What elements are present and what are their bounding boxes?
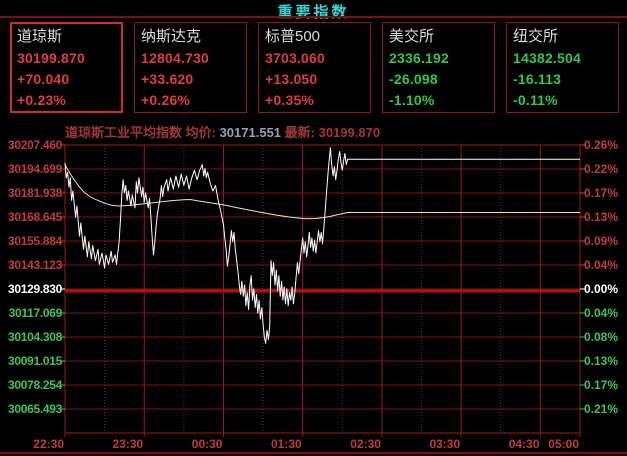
index-name: 纽交所 [513, 28, 559, 45]
index-name: 纳斯达克 [141, 28, 202, 45]
y-axis-left-label: 30207.460 [7, 138, 62, 152]
index-value: 2336.192 [389, 50, 449, 66]
y-axis-left-label: 30181.938 [7, 186, 62, 200]
x-axis-label: 04:30 [508, 437, 540, 451]
index-card-4[interactable]: 美交所 2336.192 -26.098 -1.10% [382, 22, 495, 113]
index-strip: 道琼斯 30199.870 +70.040 +0.23% 纳斯达克 12804.730 +3… [10, 22, 619, 113]
header-divider [0, 16, 627, 18]
y-axis-left-label: 30065.493 [7, 402, 62, 416]
page-title: 重要指数 [277, 4, 350, 21]
y-axis-right-label: 0.04% [584, 306, 619, 320]
chart-info-line: 道琼斯工业平均指数 均价: 30171.551 最新: 30199.870 [65, 122, 380, 141]
index-card-3[interactable]: 标普500 3703.060 +13.050 +0.35% [258, 22, 371, 113]
x-axis-label: 05:00 [548, 437, 579, 451]
y-axis-right-label: 0.13% [584, 210, 619, 224]
y-axis-left-label: 30091.015 [7, 354, 62, 368]
avg-price-value: 30171.551 [219, 125, 282, 140]
average-line [64, 164, 580, 220]
index-change: +70.040 [17, 71, 70, 87]
index-value: 30199.870 [17, 50, 85, 66]
avg-price-label: 均价: [182, 125, 220, 140]
x-axis-label: 03:30 [429, 437, 461, 451]
intraday-chart[interactable] [60, 144, 585, 437]
index-name: 美交所 [389, 28, 435, 45]
index-value: 14382.504 [513, 50, 581, 66]
y-axis-left-label: 30078.254 [7, 378, 62, 392]
x-axis-label: 22:30 [33, 437, 64, 451]
bottom-divider [0, 452, 627, 454]
y-axis-right-label: 0.17% [584, 378, 619, 392]
index-card-5[interactable]: 纽交所 14382.504 -16.113 -0.11% [506, 22, 619, 113]
y-axis-left-label: 30194.699 [7, 162, 62, 176]
y-axis-left-label: 30168.645 [7, 210, 62, 224]
price-line [64, 147, 580, 344]
y-axis-right-label: 0.09% [584, 234, 619, 248]
last-price-label: 最新: [281, 125, 319, 140]
y-axis-right-label: 0.13% [584, 354, 619, 368]
x-axis-label: 23:30 [112, 437, 144, 451]
index-name: 道琼斯 [17, 28, 63, 45]
y-axis-right-label: 0.22% [584, 162, 619, 176]
y-axis-right-label: 0.17% [584, 186, 619, 200]
y-axis-left-label: 30143.123 [7, 258, 62, 272]
y-axis-left-label: 30129.830 [7, 282, 62, 296]
index-change: -26.098 [389, 71, 438, 87]
y-axis-right-label: 0.21% [584, 402, 619, 416]
index-change: +13.050 [265, 71, 318, 87]
y-axis-left-label: 30104.308 [7, 330, 62, 344]
index-change-pct: +0.23% [17, 92, 67, 108]
last-price-value: 30199.870 [318, 125, 381, 140]
index-value: 3703.060 [265, 50, 325, 66]
y-axis-right-label: 0.04% [584, 258, 619, 272]
index-card-1[interactable]: 道琼斯 30199.870 +70.040 +0.23% [10, 22, 123, 113]
y-axis-left-label: 30155.884 [7, 234, 62, 248]
y-axis-right-label: 0.00% [584, 282, 619, 296]
x-axis-label: 01:30 [271, 437, 302, 451]
index-change: -16.113 [513, 71, 562, 87]
intraday-chart-svg[interactable] [60, 144, 585, 437]
index-change-pct: +0.26% [141, 92, 191, 108]
x-axis-label: 00:30 [191, 437, 223, 451]
index-value: 12804.730 [141, 50, 209, 66]
y-axis-right-label: 0.26% [584, 138, 619, 152]
y-axis-left-label: 30117.069 [8, 306, 63, 320]
index-change: +33.620 [141, 71, 194, 87]
x-axis-label: 02:30 [350, 437, 381, 451]
y-axis-right-label: 0.08% [584, 330, 619, 344]
index-change-pct: -1.10% [389, 92, 435, 108]
index-name: 标普500 [265, 28, 321, 45]
index-card-2[interactable]: 纳斯达克 12804.730 +33.620 +0.26% [134, 22, 247, 113]
index-change-pct: +0.35% [265, 92, 315, 108]
index-change-pct: -0.11% [513, 92, 558, 108]
chart-title-label: 道琼斯工业平均指数 [65, 125, 183, 140]
